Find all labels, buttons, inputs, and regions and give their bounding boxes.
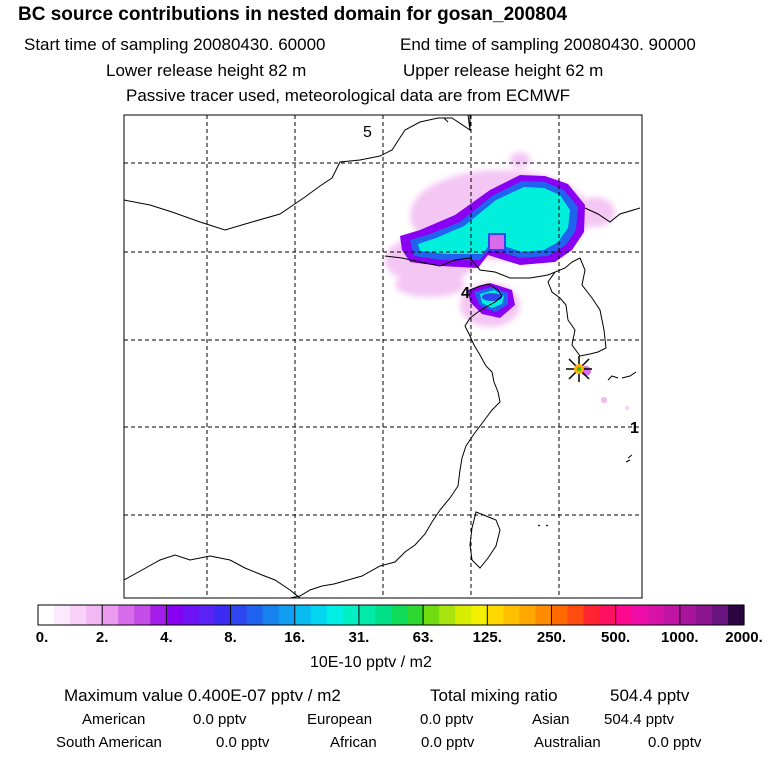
upper-height-label: Upper release height 62 m — [403, 61, 604, 80]
colorbar-cell — [262, 605, 280, 625]
colorbar-tick-label: 125. — [472, 629, 502, 646]
map-label-5: 5 — [363, 124, 372, 141]
colorbar-tick-label: 2. — [95, 629, 109, 646]
colorbar-cell — [358, 605, 376, 625]
australian-label: Australian — [534, 734, 601, 751]
colorbar-cell — [166, 605, 184, 625]
south-american-value: 0.0 pptv — [216, 734, 270, 751]
asian-label: Asian — [532, 711, 570, 728]
colorbar-tick-label: 2000. — [725, 629, 763, 646]
colorbar-cell — [407, 605, 424, 625]
colorbar-cell — [230, 605, 248, 625]
colorbar-cell — [663, 605, 681, 625]
colorbar-cell — [615, 605, 633, 625]
colorbar-cell — [631, 605, 649, 625]
grid — [124, 115, 642, 598]
tracer-note: Passive tracer used, meteorological data… — [126, 86, 571, 105]
colorbar-cell — [391, 605, 408, 625]
african-value: 0.0 pptv — [421, 734, 475, 751]
colorbar-tick-label: 4. — [160, 629, 173, 646]
colorbar-cell — [455, 605, 472, 625]
colorbar-cell — [487, 605, 504, 625]
end-time-label: End time of sampling 20080430. 90000 — [400, 35, 696, 54]
australian-value: 0.0 pptv — [648, 734, 702, 751]
colorbar-cell — [102, 605, 119, 625]
asian-value: 504.4 pptv — [604, 711, 675, 728]
colorbar-cell — [439, 605, 456, 625]
colorbar-cell — [278, 605, 296, 625]
colorbar-cell — [599, 605, 617, 625]
chart-title: BC source contributions in nested domain… — [18, 4, 568, 25]
south-american-label: South American — [56, 734, 162, 751]
map-label-1: 1 — [630, 420, 639, 437]
colorbar-cell — [86, 605, 103, 625]
colorbar-cell — [679, 605, 697, 625]
colorbar-cell — [727, 605, 745, 625]
colorbar-tick-label: 1000. — [661, 629, 699, 646]
colorbar-cell — [647, 605, 665, 625]
european-value: 0.0 pptv — [420, 711, 474, 728]
colorbar-cell — [374, 605, 392, 625]
colorbar-tick-label: 250. — [536, 629, 567, 646]
colorbar-unit: 10E-10 pptv / m2 — [310, 654, 432, 671]
colorbar-cell — [695, 605, 713, 625]
colorbar-cell — [471, 605, 488, 625]
receptor-star-icon — [566, 356, 592, 382]
colorbar-cell — [214, 605, 232, 625]
total-value: 504.4 pptv — [610, 686, 690, 705]
start-time-label: Start time of sampling 20080430. 60000 — [24, 35, 326, 54]
colorbar-cell — [38, 605, 55, 625]
colorbar-tick-label: 8. — [224, 629, 237, 646]
maximum-value: Maximum value 0.400E-07 pptv / m2 — [64, 686, 341, 705]
african-label: African — [330, 734, 377, 751]
colorbar-cell — [567, 605, 585, 625]
colorbar-cell — [310, 605, 328, 625]
total-label: Total mixing ratio — [430, 686, 558, 705]
colorbar-tick-label: 0. — [35, 629, 49, 646]
colorbar-cell — [711, 605, 729, 625]
colorbar-tick-label: 16. — [284, 629, 306, 646]
colorbar-cell — [535, 605, 553, 625]
colorbar-cell — [150, 605, 167, 625]
colorbar-cell — [326, 605, 344, 625]
colorbar-cell — [551, 605, 569, 625]
colorbar-cell — [294, 605, 312, 625]
colorbar-tick-label: 31. — [348, 629, 370, 646]
colorbar-cell — [423, 605, 440, 625]
map-frame — [123, 114, 643, 599]
colorbar-tick-label: 500. — [601, 629, 631, 646]
colorbar-cell — [246, 605, 264, 625]
colorbar-cell — [134, 605, 151, 625]
colorbar-cell — [503, 605, 520, 625]
colorbar-cell — [583, 605, 601, 625]
colorbar-cell — [70, 605, 87, 625]
colorbar-cell — [182, 605, 200, 625]
american-label: American — [82, 711, 146, 728]
colorbar-cell — [54, 605, 71, 625]
american-value: 0.0 pptv — [193, 711, 247, 728]
colorbar-tick-label: 63. — [412, 629, 434, 646]
colorbar-cell — [519, 605, 537, 625]
lower-height-label: Lower release height 82 m — [106, 61, 307, 80]
colorbar-cell — [198, 605, 216, 625]
colorbar-cell — [118, 605, 135, 625]
map-label-4: 4 — [461, 285, 470, 302]
colorbar-cell — [342, 605, 360, 625]
european-label: European — [307, 711, 373, 728]
